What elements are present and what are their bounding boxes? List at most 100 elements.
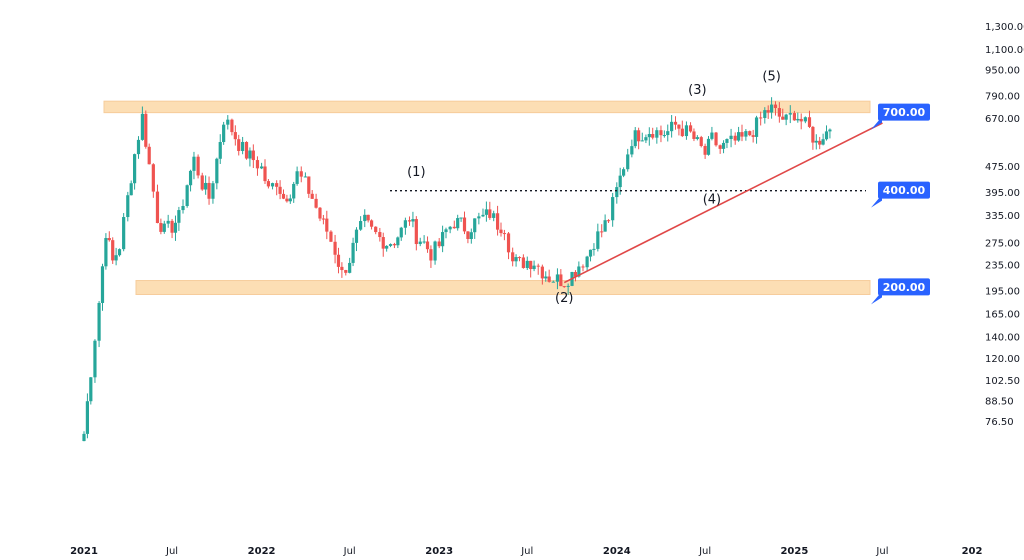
- candle: [721, 140, 726, 154]
- candle: [437, 238, 441, 249]
- y-tick-label: 235.00: [985, 260, 1020, 271]
- x-tick-label: Jul: [698, 546, 711, 557]
- candle-body: [140, 113, 144, 140]
- candle: [403, 217, 407, 235]
- candle: [699, 135, 703, 148]
- candle: [456, 214, 460, 231]
- candle: [363, 209, 367, 228]
- candle-body: [492, 213, 496, 218]
- candle-body: [85, 401, 90, 434]
- candle: [325, 210, 329, 240]
- candle-body: [196, 156, 200, 176]
- candle-body: [270, 183, 275, 187]
- candle: [615, 182, 619, 204]
- candle: [369, 219, 374, 230]
- candle-body: [237, 139, 241, 151]
- candle: [680, 120, 684, 138]
- candle-body: [181, 205, 185, 211]
- candle: [517, 256, 522, 262]
- candle-body: [403, 220, 407, 228]
- candle: [502, 229, 507, 241]
- candle-body: [351, 242, 355, 263]
- candle: [295, 166, 299, 186]
- candle: [126, 191, 130, 222]
- candle: [378, 227, 382, 242]
- candle-body: [129, 183, 133, 196]
- candle: [592, 243, 596, 256]
- candle-body: [736, 132, 741, 141]
- candle: [136, 136, 141, 159]
- wave-label: (4): [703, 192, 721, 207]
- candle-body: [659, 130, 663, 136]
- candle: [385, 245, 389, 252]
- candle: [422, 235, 426, 244]
- candle-body: [414, 219, 418, 245]
- candle-body: [547, 276, 551, 282]
- candle: [555, 268, 560, 290]
- candle: [441, 225, 445, 253]
- candle-body: [314, 198, 318, 208]
- candle-body: [318, 207, 322, 219]
- candle: [521, 254, 525, 269]
- candle: [111, 237, 115, 264]
- candle-body: [499, 229, 503, 234]
- candle-body: [592, 248, 596, 250]
- candle: [147, 143, 151, 165]
- candle-body: [655, 130, 659, 138]
- wave-label: (1): [407, 165, 425, 180]
- candle-body: [725, 139, 729, 143]
- badge-label: 700.00: [883, 106, 926, 119]
- candle: [466, 231, 470, 244]
- candle-body: [321, 218, 325, 220]
- candle: [144, 110, 148, 149]
- candle-body: [388, 244, 393, 246]
- candle: [241, 136, 245, 155]
- candle-body: [340, 266, 344, 271]
- candle-body: [111, 240, 115, 261]
- price-badge: 200.00: [871, 278, 930, 305]
- y-tick-label: 1,100.00: [985, 45, 1024, 56]
- candle-body: [714, 132, 718, 146]
- candle: [275, 180, 279, 196]
- candle-body: [581, 266, 585, 268]
- candle: [677, 124, 681, 136]
- candle: [536, 263, 540, 275]
- candle: [647, 127, 651, 146]
- candle-body: [651, 134, 655, 138]
- candle-body: [399, 227, 403, 238]
- candle-body: [692, 131, 696, 139]
- y-tick-label: 88.50: [985, 397, 1014, 408]
- candle: [606, 219, 611, 223]
- candle-body: [677, 124, 681, 129]
- candle-body: [329, 231, 333, 242]
- candle: [544, 271, 548, 282]
- badge-label: 200.00: [883, 281, 926, 294]
- candle-body: [818, 140, 822, 145]
- candle: [260, 162, 264, 170]
- candle-body: [796, 118, 800, 121]
- candle: [226, 115, 230, 130]
- candle: [100, 263, 105, 311]
- candle: [824, 125, 829, 141]
- candle: [459, 217, 463, 222]
- candle: [626, 148, 630, 172]
- candle: [821, 133, 825, 146]
- candle-body: [751, 135, 755, 137]
- candle: [818, 136, 822, 150]
- candle: [407, 216, 412, 226]
- candle-body: [506, 233, 511, 253]
- candle: [644, 134, 648, 144]
- candle: [751, 129, 755, 143]
- candle: [97, 301, 101, 348]
- candle: [655, 127, 659, 144]
- candle-body: [673, 121, 678, 125]
- candle-body: [566, 285, 570, 287]
- candle: [651, 127, 655, 140]
- y-tick-label: 790.00: [985, 91, 1020, 102]
- y-axis: 1,300.00 1,100.00 950.00 790.00 670.00 475.00…: [985, 22, 1024, 428]
- y-tick-label: 1,300.00: [985, 22, 1024, 33]
- candle-body: [97, 302, 101, 341]
- badge-box: [878, 278, 930, 296]
- candle: [140, 106, 144, 141]
